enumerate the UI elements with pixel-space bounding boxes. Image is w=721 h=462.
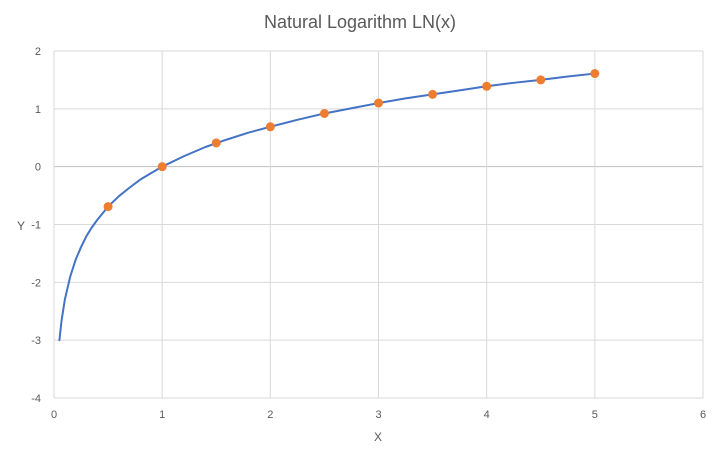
data-point-marker [428,89,438,99]
data-point-marker [482,81,492,91]
y-tick-label: 1 [35,104,41,116]
data-point-marker [265,122,275,132]
y-tick-label: -4 [31,393,41,405]
x-tick-label: 0 [51,409,57,421]
y-tick-label: -2 [31,277,41,289]
x-tick-label: 1 [159,409,165,421]
x-tick-label: 5 [592,409,598,421]
plot-area [58,69,600,342]
data-point-marker [374,98,383,108]
data-point-marker [157,162,167,172]
y-tick-label: -3 [31,335,41,347]
y-tick-label: 0 [35,162,41,174]
tick-labels: 2 1 0 -1 -2 -3 -4 0 1 2 3 4 5 6 [31,46,706,421]
x-tick-label: 2 [267,409,273,421]
ln-curve-line [58,72,596,342]
data-point-marker [319,108,329,118]
grid [53,50,704,399]
x-tick-label: 4 [484,409,490,421]
data-point-marker [103,202,113,212]
chart-title: Natural Logarithm LN(x) [264,12,456,32]
data-point-marker [590,69,600,79]
y-tick-label: -1 [31,220,41,232]
x-tick-label: 6 [700,409,706,421]
data-point-marker [211,138,221,148]
x-axis-label: X [374,430,382,444]
data-point-marker [536,75,546,85]
x-tick-label: 3 [375,409,381,421]
y-tick-label: 2 [35,46,41,58]
y-axis-label: Y [17,219,25,233]
